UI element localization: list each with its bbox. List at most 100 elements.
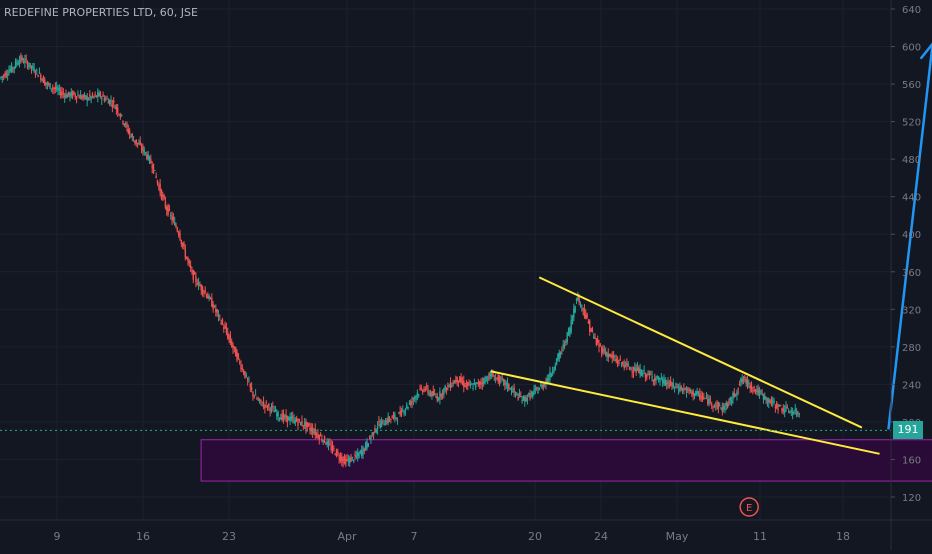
- candle-body: [334, 454, 336, 456]
- candle-body: [639, 368, 641, 375]
- candle-body: [106, 98, 108, 100]
- candle-body: [388, 417, 391, 421]
- candle-body: [288, 416, 290, 421]
- candle-body: [604, 351, 607, 356]
- candle-body: [57, 89, 59, 91]
- y-tick-label: 640: [902, 5, 921, 16]
- candle-body: [578, 295, 580, 303]
- candle-body: [85, 95, 87, 99]
- candle-body: [769, 402, 771, 404]
- candle-body: [425, 385, 428, 388]
- candle-body: [128, 130, 131, 135]
- candle-body: [764, 395, 766, 400]
- candle-body: [713, 405, 716, 407]
- candle-body: [309, 427, 311, 431]
- candle-body: [126, 123, 128, 128]
- candle-body: [787, 411, 790, 413]
- candle-body: [61, 91, 63, 94]
- candle-body: [514, 392, 517, 394]
- candle-body: [387, 416, 389, 423]
- candle-body: [89, 94, 91, 97]
- candle-body: [318, 435, 320, 440]
- candle-body: [134, 140, 136, 143]
- candle-body: [346, 458, 348, 461]
- candle-body: [794, 409, 796, 411]
- candle-body: [396, 419, 399, 421]
- candle-body: [746, 379, 749, 386]
- candle-body: [623, 364, 625, 369]
- candle-body: [486, 380, 489, 382]
- candle-body: [152, 163, 155, 173]
- candle-body: [638, 367, 640, 373]
- candle-body: [180, 240, 183, 244]
- candle-body: [94, 94, 96, 96]
- candle-body: [228, 334, 230, 339]
- candle-body: [351, 456, 354, 458]
- candle-body: [110, 100, 112, 102]
- candle-body: [478, 381, 481, 385]
- candle-body: [189, 265, 192, 269]
- target-arrow-head: [919, 42, 932, 60]
- candle-body: [664, 379, 667, 386]
- candle-body: [650, 374, 652, 376]
- candle-body: [656, 376, 659, 378]
- candle-body: [362, 447, 364, 455]
- candle-body: [363, 449, 366, 451]
- candle-body: [354, 454, 356, 457]
- candle-body: [497, 375, 499, 382]
- candle-body: [516, 393, 518, 395]
- candle-body: [770, 398, 773, 405]
- candle-body: [167, 205, 169, 216]
- candle-body: [82, 95, 84, 98]
- upper-trendline: [538, 276, 863, 429]
- candle-body: [575, 298, 578, 301]
- candle-body: [83, 94, 86, 96]
- candle-body: [75, 96, 78, 100]
- candle-body: [726, 403, 729, 408]
- candle-body: [699, 393, 701, 400]
- candle-body: [728, 400, 730, 404]
- candle-body: [360, 450, 363, 456]
- candle-body: [647, 371, 649, 374]
- candle-body: [740, 378, 742, 383]
- candle-body: [343, 456, 346, 461]
- candle-body: [229, 335, 232, 343]
- candle-body: [402, 410, 404, 412]
- candle-body: [183, 243, 185, 247]
- candle-body: [691, 392, 693, 395]
- candle-body: [748, 382, 750, 384]
- candle-body: [785, 406, 787, 411]
- candle-body: [155, 175, 157, 178]
- candle-body: [659, 380, 661, 382]
- candle-body: [113, 100, 115, 103]
- candle-body: [581, 305, 583, 307]
- candle-body: [160, 189, 163, 199]
- candle-body: [335, 449, 338, 457]
- candle-body: [423, 388, 425, 391]
- candle-body: [681, 388, 684, 391]
- candle-body: [131, 133, 133, 138]
- candle-body: [52, 87, 54, 89]
- candle-body: [384, 423, 387, 426]
- candle-body: [742, 378, 745, 381]
- candle-body: [120, 114, 123, 116]
- candle-body: [722, 405, 725, 410]
- candle-body: [506, 382, 509, 388]
- candle-body: [443, 388, 445, 395]
- candle-body: [709, 399, 712, 401]
- candle-body: [603, 349, 606, 352]
- candle-body: [383, 424, 385, 426]
- candle-body: [221, 319, 224, 325]
- candle-body: [488, 374, 490, 380]
- candle-body: [249, 383, 251, 388]
- candle-body: [493, 379, 495, 381]
- candle-body: [203, 292, 205, 294]
- candle-body: [778, 404, 781, 407]
- candle-body: [103, 97, 106, 101]
- candle-body: [260, 399, 262, 403]
- candle-body: [70, 91, 72, 97]
- candle-body: [93, 96, 95, 98]
- candle-body: [708, 398, 710, 404]
